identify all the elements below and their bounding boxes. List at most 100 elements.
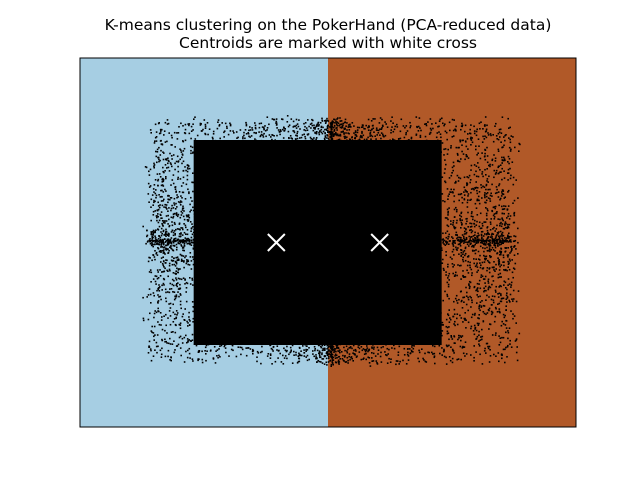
scatter-point [353, 152, 356, 155]
scatter-point [151, 239, 153, 241]
scatter-point [469, 181, 471, 184]
scatter-point [433, 355, 436, 357]
scatter-point [317, 128, 320, 130]
scatter-point [327, 124, 329, 127]
scatter-point [404, 337, 407, 340]
scatter-point [453, 216, 456, 218]
scatter-point [518, 150, 520, 152]
scatter-point [167, 214, 169, 217]
scatter-point [277, 357, 279, 359]
scatter-point [335, 131, 337, 134]
scatter-point [180, 245, 183, 247]
scatter-point [204, 123, 207, 126]
scatter-point [392, 337, 395, 340]
scatter-point [298, 357, 301, 360]
scatter-point [265, 135, 267, 138]
scatter-point [427, 351, 429, 354]
scatter-point [482, 235, 485, 237]
scatter-point [347, 348, 349, 351]
scatter-point [482, 185, 484, 188]
scatter-point [198, 239, 201, 242]
scatter-point [161, 220, 164, 222]
scatter-point [160, 200, 163, 202]
scatter-point [474, 237, 476, 239]
scatter-point [332, 317, 334, 319]
scatter-point [169, 246, 171, 249]
scatter-point [219, 166, 222, 169]
scatter-point [514, 245, 516, 247]
scatter-point [467, 176, 470, 179]
scatter-point [456, 299, 458, 302]
scatter-point [342, 151, 345, 153]
scatter-point [223, 283, 226, 285]
scatter-point [372, 344, 374, 346]
scatter-point [212, 254, 215, 257]
scatter-point [400, 159, 403, 161]
scatter-point [501, 189, 504, 191]
scatter-point [228, 147, 230, 149]
scatter-point [494, 270, 496, 272]
scatter-point [243, 131, 245, 134]
scatter-point [501, 167, 503, 170]
scatter-point [433, 241, 436, 243]
scatter-point [337, 359, 340, 362]
scatter-point [169, 198, 171, 201]
scatter-point [369, 129, 372, 132]
scatter-point [210, 216, 213, 219]
scatter-point [412, 347, 415, 350]
scatter-point [326, 354, 329, 357]
scatter-point [470, 139, 473, 141]
scatter-point [314, 144, 317, 147]
scatter-point [375, 129, 378, 131]
scatter-point [380, 361, 383, 363]
scatter-point [513, 211, 516, 214]
scatter-point [171, 278, 174, 281]
scatter-point [484, 258, 486, 260]
scatter-point [275, 124, 278, 126]
scatter-point [503, 197, 506, 199]
scatter-point [153, 184, 156, 186]
scatter-point [308, 339, 310, 341]
scatter-point [459, 290, 462, 293]
scatter-point [479, 287, 482, 290]
scatter-point [418, 204, 421, 207]
scatter-point [345, 361, 348, 363]
scatter-point [372, 124, 374, 127]
scatter-point [201, 223, 203, 225]
scatter-point [244, 320, 246, 322]
scatter-point [149, 269, 152, 271]
scatter-point [190, 340, 192, 342]
scatter-point [473, 125, 475, 128]
scatter-point [338, 150, 341, 152]
scatter-point [385, 167, 388, 169]
scatter-point [391, 116, 393, 118]
scatter-point [159, 269, 161, 271]
scatter-point [473, 239, 475, 242]
scatter-point [210, 244, 212, 246]
scatter-point [177, 178, 179, 180]
scatter-point [192, 129, 194, 131]
scatter-point [157, 156, 160, 159]
scatter-point [361, 151, 364, 154]
scatter-point [492, 239, 495, 241]
scatter-point [499, 341, 502, 344]
scatter-point [186, 170, 189, 173]
scatter-point [181, 254, 183, 257]
scatter-point [252, 348, 254, 351]
scatter-point [219, 137, 221, 140]
scatter-point [278, 340, 281, 342]
scatter-point [357, 346, 360, 348]
scatter-point [326, 117, 328, 120]
scatter-point [479, 212, 482, 215]
scatter-point [433, 345, 436, 348]
scatter-point [246, 230, 248, 232]
scatter-point [391, 165, 393, 167]
scatter-point [336, 344, 339, 347]
scatter-point [350, 261, 353, 263]
scatter-point [509, 126, 511, 129]
scatter-point [377, 349, 380, 351]
scatter-point [327, 165, 329, 168]
scatter-point [223, 130, 226, 132]
scatter-point [282, 330, 285, 332]
scatter-point [166, 167, 168, 169]
